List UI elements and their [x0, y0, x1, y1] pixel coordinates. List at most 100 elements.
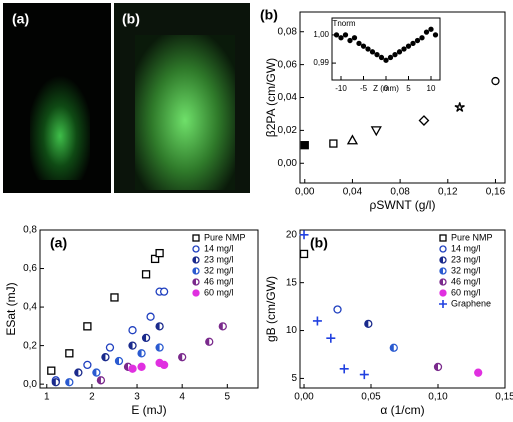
marker — [392, 51, 398, 58]
x-tick-label: 0 — [384, 84, 389, 93]
legend-label: Pure NMP — [451, 232, 493, 242]
marker — [428, 26, 434, 32]
marker — [439, 234, 447, 242]
marker — [329, 139, 338, 148]
y-tick-label: 0,8 — [23, 225, 37, 236]
marker — [369, 49, 376, 55]
marker — [454, 102, 465, 112]
marker — [401, 46, 407, 52]
x-tick-label: 2 — [89, 392, 95, 403]
marker — [192, 234, 200, 242]
legend-label: 46 mg/l — [204, 276, 234, 286]
y-tick-label: 20 — [286, 229, 298, 240]
x-tick-label: 0,08 — [390, 187, 410, 198]
marker-half — [440, 257, 443, 263]
marker — [159, 360, 169, 370]
marker-half — [115, 357, 119, 365]
marker — [299, 230, 309, 240]
legend-label: 23 mg/l — [204, 254, 234, 264]
legend-label: 60 mg/l — [204, 287, 234, 297]
legend-label: Graphene — [451, 298, 491, 308]
marker-half — [178, 353, 183, 361]
y-axis-title: ESat (mJ) — [4, 282, 18, 335]
marker-half — [193, 279, 196, 285]
marker — [159, 287, 169, 296]
y-tick-label: 15 — [286, 277, 298, 288]
y-tick-label: 0,00 — [278, 158, 298, 169]
plot-frame — [39, 229, 259, 389]
y-tick-label: 1,00 — [313, 30, 329, 39]
x-axis-title: ρSWNT (g/l) — [370, 198, 436, 212]
marker — [110, 293, 119, 302]
marker — [65, 349, 74, 358]
y-tick-label: 0,08 — [278, 26, 298, 37]
y-tick-label: 0,2 — [23, 340, 37, 351]
photo-glow — [30, 70, 90, 180]
legend-label: 14 mg/l — [451, 243, 481, 253]
marker — [359, 370, 369, 380]
marker — [378, 54, 385, 61]
marker — [414, 37, 421, 44]
x-tick-label: 5 — [406, 84, 411, 93]
marker-half — [92, 369, 97, 377]
y-tick-label: 10 — [286, 325, 298, 336]
marker — [83, 360, 92, 370]
marker — [365, 46, 371, 52]
marker-half — [219, 322, 223, 330]
marker — [410, 40, 416, 47]
legend-label: 60 mg/l — [451, 287, 481, 297]
x-axis-title: α (1/cm) — [380, 403, 424, 417]
x-tick-label: 0,16 — [486, 187, 506, 198]
marker — [439, 300, 447, 308]
photo-label: (b) — [122, 11, 140, 27]
marker — [83, 322, 92, 331]
marker — [333, 305, 342, 314]
marker-half — [156, 344, 160, 352]
legend-label: Pure NMP — [204, 232, 246, 242]
marker — [432, 32, 439, 38]
marker — [491, 76, 500, 86]
marker-half — [138, 349, 142, 357]
marker — [351, 35, 358, 41]
x-tick-label: -10 — [335, 84, 347, 93]
marker — [423, 29, 430, 35]
marker — [300, 141, 309, 150]
marker — [396, 49, 403, 55]
marker-half — [193, 257, 196, 263]
y-tick-label: 0,6 — [23, 263, 37, 274]
marker — [339, 364, 349, 374]
photo-label: (a) — [12, 11, 29, 27]
y-axis-title: Tnorm — [332, 19, 355, 28]
marker — [383, 57, 389, 63]
marker — [192, 289, 200, 297]
marker — [474, 368, 483, 377]
x-tick-label: 5 — [225, 392, 231, 403]
x-tick-label: 0,00 — [295, 187, 315, 198]
y-tick-label: 0,0 — [23, 379, 37, 390]
marker — [312, 316, 322, 326]
legend-label: 23 mg/l — [451, 254, 481, 264]
panel-label: (b) — [310, 235, 328, 251]
y-axis-title: gB (cm/GW) — [264, 276, 278, 342]
panel-label: (a) — [50, 235, 67, 251]
marker-half — [124, 363, 129, 371]
marker-half — [129, 342, 133, 350]
marker — [338, 35, 344, 41]
marker — [333, 32, 340, 38]
marker — [387, 54, 394, 61]
marker — [346, 134, 359, 145]
legend-label: 14 mg/l — [204, 243, 234, 253]
marker — [439, 245, 447, 253]
marker-half — [97, 376, 101, 384]
marker-half — [65, 378, 70, 386]
marker-half — [434, 363, 439, 371]
y-tick-label: 0,06 — [278, 59, 298, 70]
marker — [356, 40, 362, 47]
plot-frame — [331, 17, 441, 81]
marker-half — [205, 338, 210, 346]
marker — [105, 343, 115, 352]
x-tick-label: 0,00 — [294, 392, 314, 403]
marker — [192, 245, 200, 253]
marker — [370, 126, 382, 137]
